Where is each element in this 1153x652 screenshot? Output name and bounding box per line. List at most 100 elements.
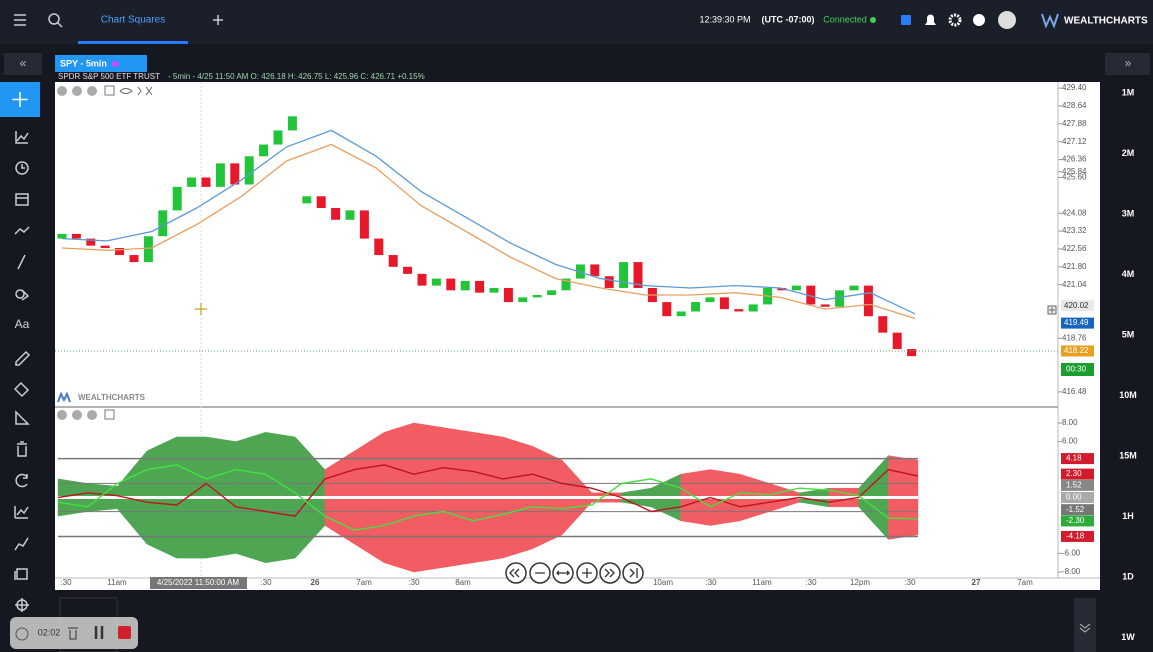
candle (503, 287, 513, 303)
osc-line (57, 464, 919, 531)
osc-badge (1061, 504, 1094, 516)
candle (403, 266, 413, 274)
candle (489, 287, 499, 293)
candle (518, 297, 528, 303)
osc-badge-label: 4.18 (1066, 454, 1082, 463)
osc-badge (1061, 492, 1094, 504)
timezone: (UTC -07:00) (761, 14, 814, 24)
tab-underline (78, 41, 188, 44)
candle (230, 163, 240, 185)
candle (259, 144, 269, 157)
timeframe[interactable]: 4M (1122, 269, 1135, 279)
candle (187, 177, 197, 187)
candle (201, 177, 211, 187)
candle (863, 285, 873, 317)
collapse-left-icon: « (20, 56, 27, 70)
recorder-time: 02:02 (38, 627, 61, 637)
recorder (10, 617, 138, 649)
candle (719, 297, 729, 310)
time-label: :30 (904, 578, 916, 587)
price-tick-label: 416.48 (1062, 387, 1087, 396)
tab[interactable]: Chart Squares (101, 15, 165, 26)
scroll-icons (509, 568, 638, 578)
status: Connected (823, 14, 867, 24)
moving-average (61, 129, 916, 315)
osc-tick-label: 8.00 (1062, 418, 1078, 427)
time-label: 7am (356, 578, 372, 587)
timeframe[interactable]: 1W (1121, 632, 1135, 642)
candle (388, 255, 398, 267)
candle (820, 304, 830, 307)
candle (633, 262, 643, 288)
help-icon[interactable] (973, 14, 985, 26)
timeframe[interactable]: 2M (1122, 148, 1135, 158)
moving-average (61, 143, 916, 320)
panel-controls[interactable] (57, 85, 115, 420)
price-tick-label: 418.76 (1062, 333, 1087, 342)
candle (129, 255, 139, 263)
candle (460, 280, 470, 291)
menu-icon[interactable] (14, 14, 26, 26)
price-tick-label: 422.56 (1062, 244, 1087, 253)
timeframe[interactable]: 15M (1119, 450, 1137, 460)
collapse-left[interactable] (4, 53, 42, 75)
countdown-badge (1061, 363, 1094, 376)
timeframe[interactable]: 5M (1122, 329, 1135, 339)
time-label: :30 (705, 578, 717, 587)
candle (878, 316, 888, 333)
candle (791, 285, 801, 291)
crosshair-time: 4/25/2022 11:50:00 AM (157, 578, 239, 587)
recorder-trash[interactable] (68, 627, 78, 640)
recorder-pause[interactable] (94, 626, 104, 639)
candle (748, 304, 758, 312)
candle (244, 156, 254, 185)
add-tab[interactable] (213, 15, 223, 25)
candle (734, 309, 744, 312)
price-badge (1061, 300, 1094, 312)
price-tick-label: 421.04 (1062, 280, 1087, 289)
candle (849, 285, 859, 291)
tool-icons[interactable] (13, 131, 31, 612)
expand-bottom[interactable] (1074, 598, 1096, 652)
save-icon[interactable] (901, 15, 911, 25)
clock: 12:39:30 PM (699, 14, 750, 24)
time-label: 7am (1017, 578, 1033, 587)
candle (676, 311, 686, 317)
settings-icon[interactable] (948, 13, 962, 27)
time-label: 10am (653, 578, 673, 587)
instrument-name: SPDR S&P 500 ETF TRUST (58, 72, 160, 81)
symbol-tab[interactable] (55, 55, 147, 72)
timeframe[interactable]: 10M (1119, 390, 1137, 400)
price-badge (1061, 317, 1094, 329)
price-tick-label: 427.88 (1062, 119, 1087, 128)
avatar[interactable] (998, 11, 1016, 29)
osc-badge (1061, 479, 1094, 491)
osc-badge-label: 0.00 (1066, 493, 1082, 502)
osc-badge (1061, 453, 1094, 465)
bell-icon[interactable] (925, 14, 936, 25)
candle (547, 290, 557, 296)
timeframe[interactable]: 3M (1122, 208, 1135, 218)
price-badge-label: 420.02 (1064, 301, 1089, 310)
timeframe[interactable]: 1D (1122, 571, 1134, 581)
crosshair-cursor (195, 303, 207, 315)
recorder-stop[interactable] (118, 626, 131, 639)
search-icon[interactable] (48, 13, 63, 28)
text-tool[interactable]: Aa (15, 317, 30, 331)
symbol: SPY - 5min (60, 58, 107, 68)
candle (374, 238, 384, 256)
candle (446, 278, 456, 291)
candle (302, 196, 312, 204)
panel-actions[interactable] (119, 86, 153, 96)
time-label: :30 (60, 578, 72, 587)
osc-tick-label: 6.00 (1062, 437, 1078, 446)
osc-line (57, 464, 919, 517)
timeframe[interactable]: 1H (1122, 511, 1134, 521)
osc-badge-label: 2.30 (1066, 469, 1082, 478)
collapse-right[interactable] (1105, 53, 1150, 75)
price-badge (1061, 345, 1094, 357)
timeframe[interactable]: 1M (1122, 87, 1135, 97)
brand-logo (1041, 13, 1059, 29)
candle (662, 302, 672, 317)
